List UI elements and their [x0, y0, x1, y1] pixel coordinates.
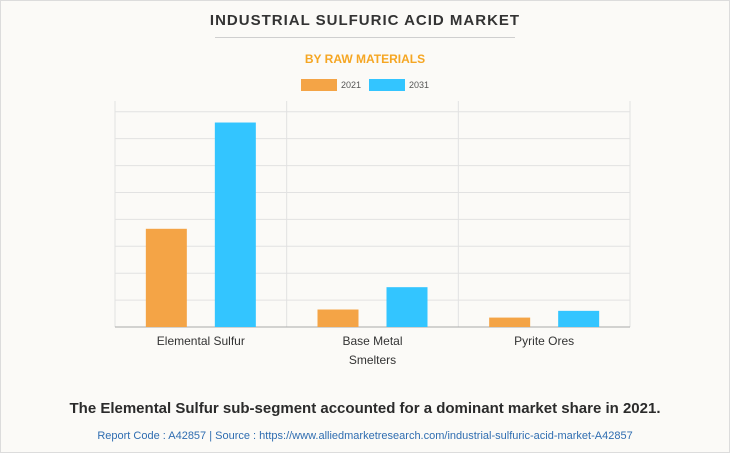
summary-statement: The Elemental Sulfur sub-segment account… [69, 400, 661, 417]
bar-2021-2 [489, 317, 531, 327]
chart-subtitle: BY RAW MATERIALS [304, 52, 426, 66]
legend-label-2031: 2031 [409, 80, 430, 90]
category-label-0-0: Elemental Sulfur [157, 334, 245, 348]
legend-item-2021: 2021 [300, 79, 361, 91]
category-label-2-0: Pyrite Ores [514, 334, 574, 348]
legend-item-2031: 2031 [369, 79, 429, 91]
bar-2021-0 [145, 228, 187, 327]
bar-2031-0 [214, 122, 256, 328]
title-divider [215, 37, 515, 38]
legend-label-2021: 2021 [340, 80, 361, 90]
legend: 2021 2031 [0, 79, 730, 91]
source-citation: Report Code : A42857 | Source : https://… [97, 430, 633, 442]
legend-swatch-2031 [369, 79, 405, 91]
chart-title: INDUSTRIAL SULFURIC ACID MARKET [209, 12, 521, 29]
bar-2031-1 [386, 287, 428, 327]
legend-swatch-2021 [300, 79, 337, 91]
category-label-1-1: Smelters [349, 353, 396, 367]
bar-2031-2 [558, 310, 600, 327]
category-label-1-0: Base Metal [342, 334, 402, 348]
bar-2021-1 [317, 309, 359, 327]
